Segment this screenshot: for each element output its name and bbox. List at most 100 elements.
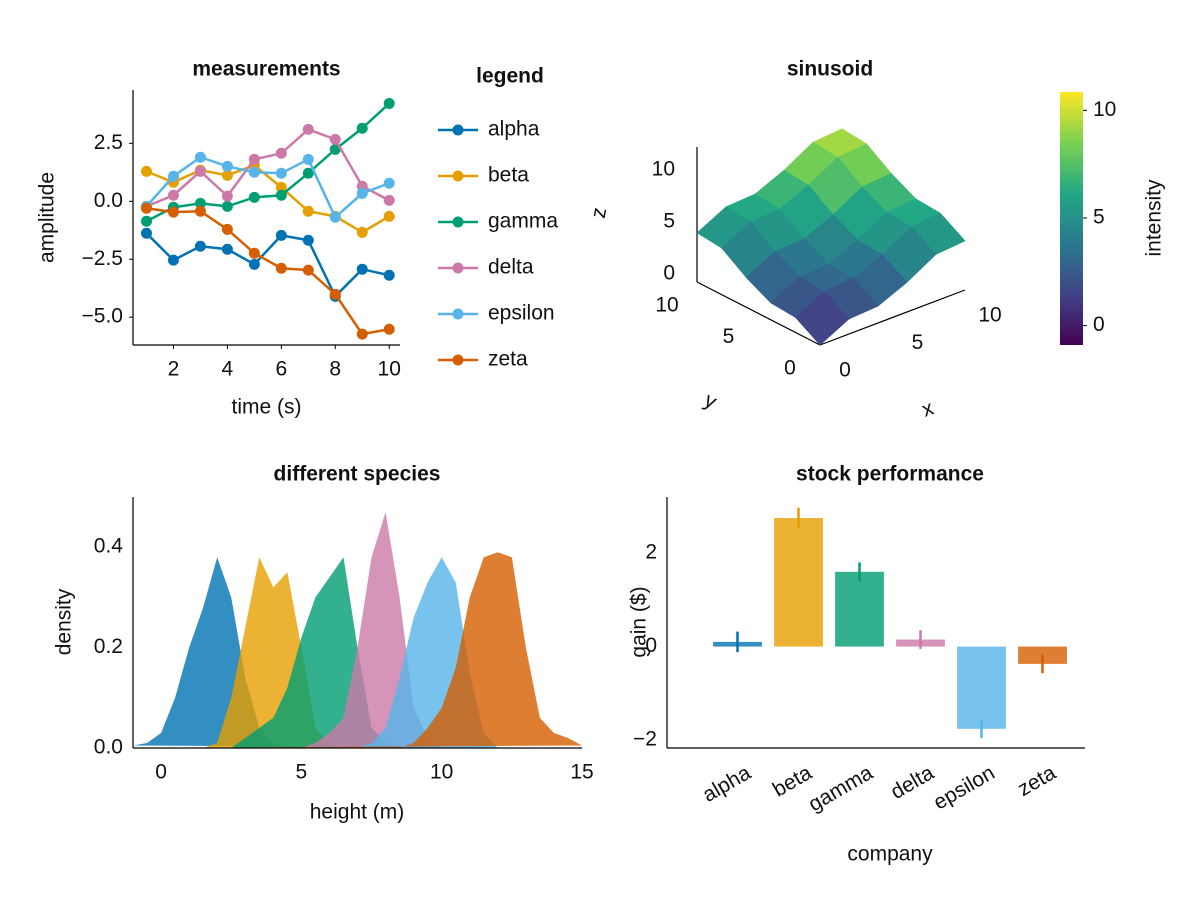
legend-swatch-marker (452, 216, 464, 228)
point (275, 189, 287, 201)
legend-label: gamma (488, 210, 558, 233)
point (248, 191, 260, 203)
point (356, 328, 368, 340)
x-tick-label: 10 (430, 761, 453, 784)
point (194, 165, 206, 177)
y-tick-label: 0 (784, 357, 796, 380)
point (194, 197, 206, 209)
point (194, 151, 206, 163)
legend-title: legend (476, 65, 544, 88)
y-axis-label: amplitude (36, 172, 59, 263)
point (167, 189, 179, 201)
y-tick-label: 0 (645, 634, 657, 657)
chart-title: stock performance (796, 463, 984, 486)
point (248, 153, 260, 165)
point (140, 227, 152, 239)
point (221, 200, 233, 212)
chart-title: different species (274, 463, 441, 486)
legend-swatch-marker (452, 124, 464, 136)
density-area (133, 512, 582, 748)
y-tick-label: −2.5 (82, 247, 123, 270)
x-tick-label: 2 (168, 358, 180, 381)
point (383, 269, 395, 281)
point (275, 167, 287, 179)
colorbar (1060, 92, 1083, 345)
point (302, 123, 314, 135)
legend-label: beta (488, 164, 529, 187)
point (356, 226, 368, 238)
point (167, 170, 179, 182)
x-tick-label: 10 (978, 304, 1001, 327)
legend-label: delta (488, 256, 534, 279)
z-axis-label: z (587, 206, 611, 220)
point (275, 181, 287, 193)
legend-swatch-marker (452, 308, 464, 320)
point (221, 160, 233, 172)
y-tick-label: 2 (645, 541, 657, 564)
point (302, 234, 314, 246)
axis-line (819, 289, 966, 346)
x-tick-label: 0 (155, 761, 167, 784)
legend-label: epsilon (488, 302, 555, 325)
x-tick-label: 5 (296, 761, 308, 784)
point (383, 323, 395, 335)
series-line (145, 102, 391, 223)
point (194, 205, 206, 217)
point (329, 211, 341, 223)
x-axis-label: company (847, 843, 933, 866)
x-tick-label: 10 (378, 358, 401, 381)
legend-swatch-marker (452, 262, 464, 274)
point (302, 153, 314, 165)
chart-title: sinusoid (787, 58, 873, 81)
point (248, 258, 260, 270)
bar (957, 646, 1006, 729)
y-tick-label: 0.4 (94, 535, 124, 558)
x-tick-label: 15 (570, 761, 593, 784)
point (383, 194, 395, 206)
point (167, 254, 179, 266)
colorbar-tick-label: 0 (1093, 313, 1105, 336)
y-tick-label: −2 (633, 728, 657, 751)
point (221, 190, 233, 202)
y-tick-label: −5.0 (82, 305, 123, 328)
point (140, 202, 152, 214)
legend-label: zeta (488, 348, 528, 371)
y-axis-label: gain ($) (628, 586, 651, 657)
point (329, 288, 341, 300)
point (140, 215, 152, 227)
series-line (146, 127, 390, 208)
point (221, 169, 233, 181)
point (356, 187, 368, 199)
point (329, 133, 341, 145)
colorbar-tick-label: 10 (1093, 98, 1116, 121)
y-tick-label: 0.0 (94, 736, 123, 759)
legend-swatch-marker (452, 170, 464, 182)
y-tick-label: 2.5 (94, 131, 123, 154)
point (302, 205, 314, 217)
point (356, 122, 368, 134)
y-tick-label: 0.0 (94, 189, 123, 212)
y-tick-label: 0.2 (94, 635, 123, 658)
colorbar-label: intensity (1143, 179, 1166, 257)
x-tick-label: 4 (222, 358, 234, 381)
z-tick-label: 5 (663, 210, 675, 233)
series-line (145, 232, 390, 299)
x-axis-label: time (s) (232, 396, 302, 419)
series-line (146, 206, 390, 336)
point (221, 223, 233, 235)
point (302, 264, 314, 276)
y-axis-label: density (53, 588, 76, 655)
legend-swatch-marker (452, 354, 464, 366)
point (302, 167, 314, 179)
z-tick-label: 10 (652, 158, 675, 181)
point (356, 263, 368, 275)
point (383, 97, 395, 109)
chart-title: measurements (192, 58, 340, 81)
point (248, 247, 260, 259)
point (248, 166, 260, 178)
point (275, 262, 287, 274)
point (194, 240, 206, 252)
